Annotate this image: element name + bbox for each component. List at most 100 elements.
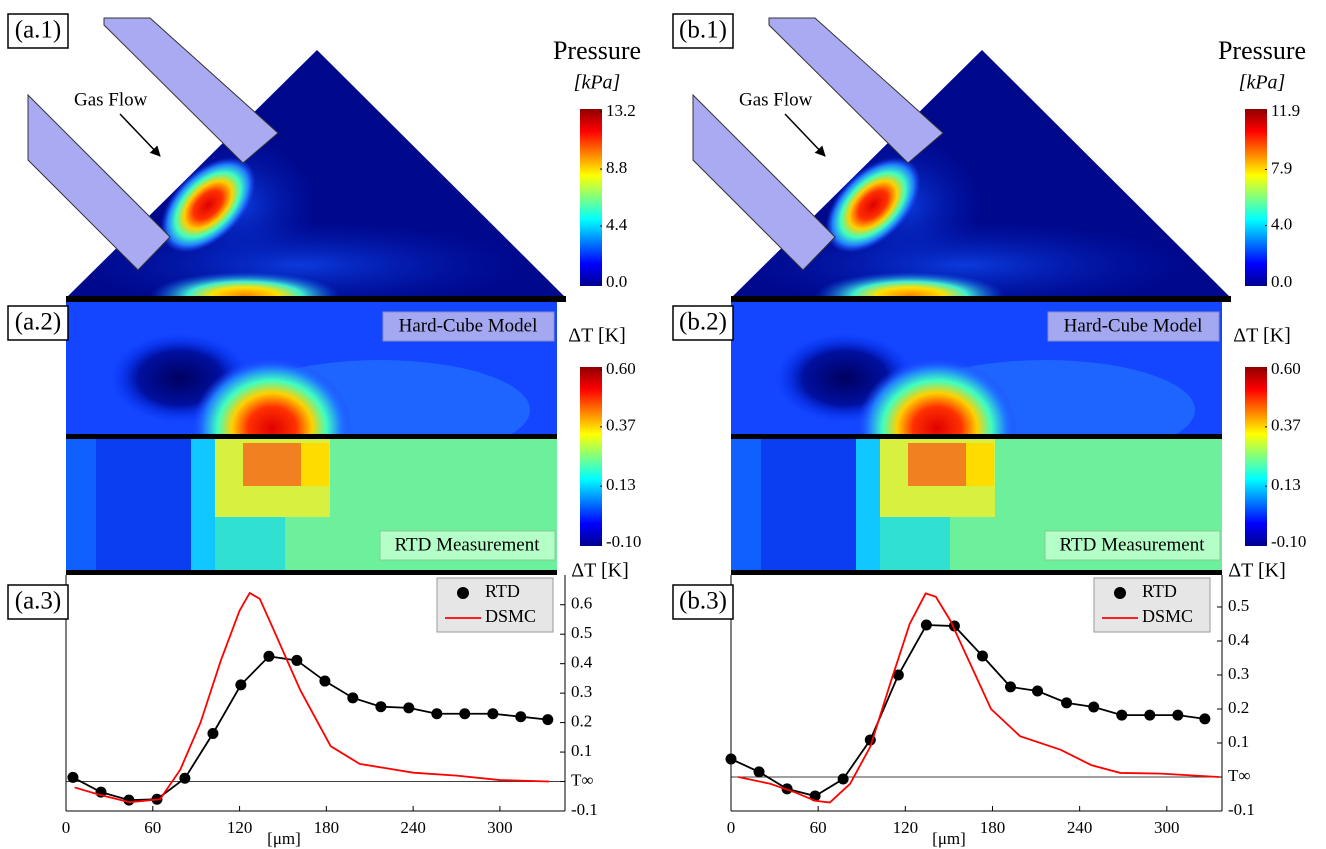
colorbar-tick-label: 0.13 [606, 475, 636, 494]
data-point [291, 655, 302, 666]
y-tick-label: 0.4 [571, 653, 593, 672]
x-tick-label: 300 [487, 818, 513, 837]
colorbar-tick-label: 4.0 [1271, 214, 1292, 233]
y-axis-label: ΔT [K] [571, 560, 628, 582]
colorbar-tick-label: 0.0 [1271, 272, 1292, 291]
panel-label: (a.3) [15, 588, 62, 615]
colorbar-title: Pressure [1218, 36, 1306, 65]
colorbar-tick-label: 0.0 [606, 272, 627, 291]
warm-block [301, 443, 329, 486]
data-point [263, 651, 274, 662]
colorbar-tick-label: 11.9 [1271, 101, 1300, 120]
legend-marker [457, 587, 469, 599]
y-tick-label: 0.5 [1228, 596, 1249, 615]
cold-block [731, 439, 761, 570]
x-axis-label: [μm] [932, 829, 966, 848]
cool-block [856, 439, 880, 570]
y-tick-label: 0.4 [1228, 630, 1250, 649]
colorbar-tick-label: 0.37 [1271, 416, 1301, 435]
data-point [726, 753, 737, 764]
x-tick-label: 180 [980, 818, 1006, 837]
legend-label: RTD [485, 581, 520, 601]
data-point [1199, 713, 1210, 724]
y-tick-label: -0.1 [1228, 800, 1255, 819]
x-tick-label: 300 [1154, 818, 1180, 837]
separator [66, 434, 557, 439]
flow-arrow [120, 114, 160, 156]
x-tick-label: 180 [314, 818, 340, 837]
panel-label: (a.2) [15, 309, 62, 336]
data-point [487, 708, 498, 719]
pressure-field [60, 40, 580, 320]
colorbar-tick-label: 0.60 [1271, 359, 1301, 378]
data-point [542, 714, 553, 725]
page: {"chart_data": [ {"type": "heatmap", "pa… [0, 0, 1326, 849]
data-point [515, 711, 526, 722]
colorbar-unit: [kPa] [1239, 72, 1286, 94]
colorbar-tick-label: -0.10 [606, 532, 641, 551]
data-point [123, 795, 134, 806]
data-point [403, 702, 414, 713]
nozzle-wall [693, 95, 835, 270]
cool-block [191, 439, 215, 570]
panel-label: (b.3) [679, 588, 727, 615]
data-point [67, 772, 78, 783]
nozzle-wall [28, 95, 170, 270]
y-tick-label: 0.3 [1228, 664, 1249, 683]
separator [731, 434, 1222, 439]
x-tick-label: 240 [1067, 818, 1093, 837]
x-axis-label: [μm] [267, 829, 301, 848]
y-tick-label: 0.3 [571, 682, 592, 701]
annotation: RTD Measurement [394, 534, 540, 555]
data-point [1116, 710, 1127, 721]
colorbar [1245, 367, 1267, 546]
colorbar [580, 109, 602, 286]
colorbar-title: ΔT [K] [1233, 325, 1290, 347]
y-tick-label: -0.1 [571, 800, 598, 819]
data-point [1032, 685, 1043, 696]
legend-label: DSMC [1142, 606, 1193, 626]
colorbar-tick-label: 0.37 [606, 416, 636, 435]
x-tick-label: 0 [62, 818, 71, 837]
data-point [1172, 710, 1183, 721]
data-point [459, 708, 470, 719]
colorbar-tick-label: 7.9 [1271, 158, 1292, 177]
data-point [431, 708, 442, 719]
pressure-field [725, 40, 1245, 320]
x-tick-label: 60 [144, 818, 161, 837]
colorbar [580, 367, 602, 546]
legend-label: DSMC [485, 606, 536, 626]
y-tick-label: 0.1 [1228, 732, 1249, 751]
y-axis-label: ΔT [K] [1228, 560, 1285, 582]
colorbar-tick-label: 13.2 [606, 101, 636, 120]
x-tick-label: 120 [227, 818, 253, 837]
annotation: RTD Measurement [1059, 534, 1205, 555]
separator [731, 296, 1231, 302]
data-point [375, 701, 386, 712]
y-tick-label: T∞ [1228, 766, 1251, 785]
colorbar [1245, 109, 1267, 286]
cool-block [215, 515, 285, 570]
panel-label: (a.1) [15, 17, 62, 44]
hot-block [908, 443, 966, 486]
colorbar-unit: [kPa] [574, 72, 621, 94]
cool-block [880, 515, 950, 570]
figure: Gas FlowPressure[kPa](a.1)13.28.84.40.0H… [0, 0, 1326, 849]
colorbar-title: Pressure [553, 36, 641, 65]
data-point [207, 728, 218, 739]
x-tick-label: 60 [810, 818, 827, 837]
y-tick-label: 0.2 [1228, 698, 1249, 717]
separator [66, 570, 557, 575]
colorbar-tick-label: 8.8 [606, 158, 627, 177]
legend-marker [1114, 587, 1126, 599]
y-tick-label: 0.5 [571, 623, 592, 642]
colorbar-tick-label: 4.4 [606, 215, 628, 234]
cold-block [66, 439, 96, 570]
annotation: Gas Flow [739, 89, 813, 110]
colorbar-tick-label: 0.13 [1271, 475, 1301, 494]
data-point [1144, 710, 1155, 721]
separator [731, 570, 1222, 575]
data-point [1005, 681, 1016, 692]
colorbar-tick-label: -0.10 [1271, 532, 1306, 551]
x-tick-label: 240 [400, 818, 426, 837]
